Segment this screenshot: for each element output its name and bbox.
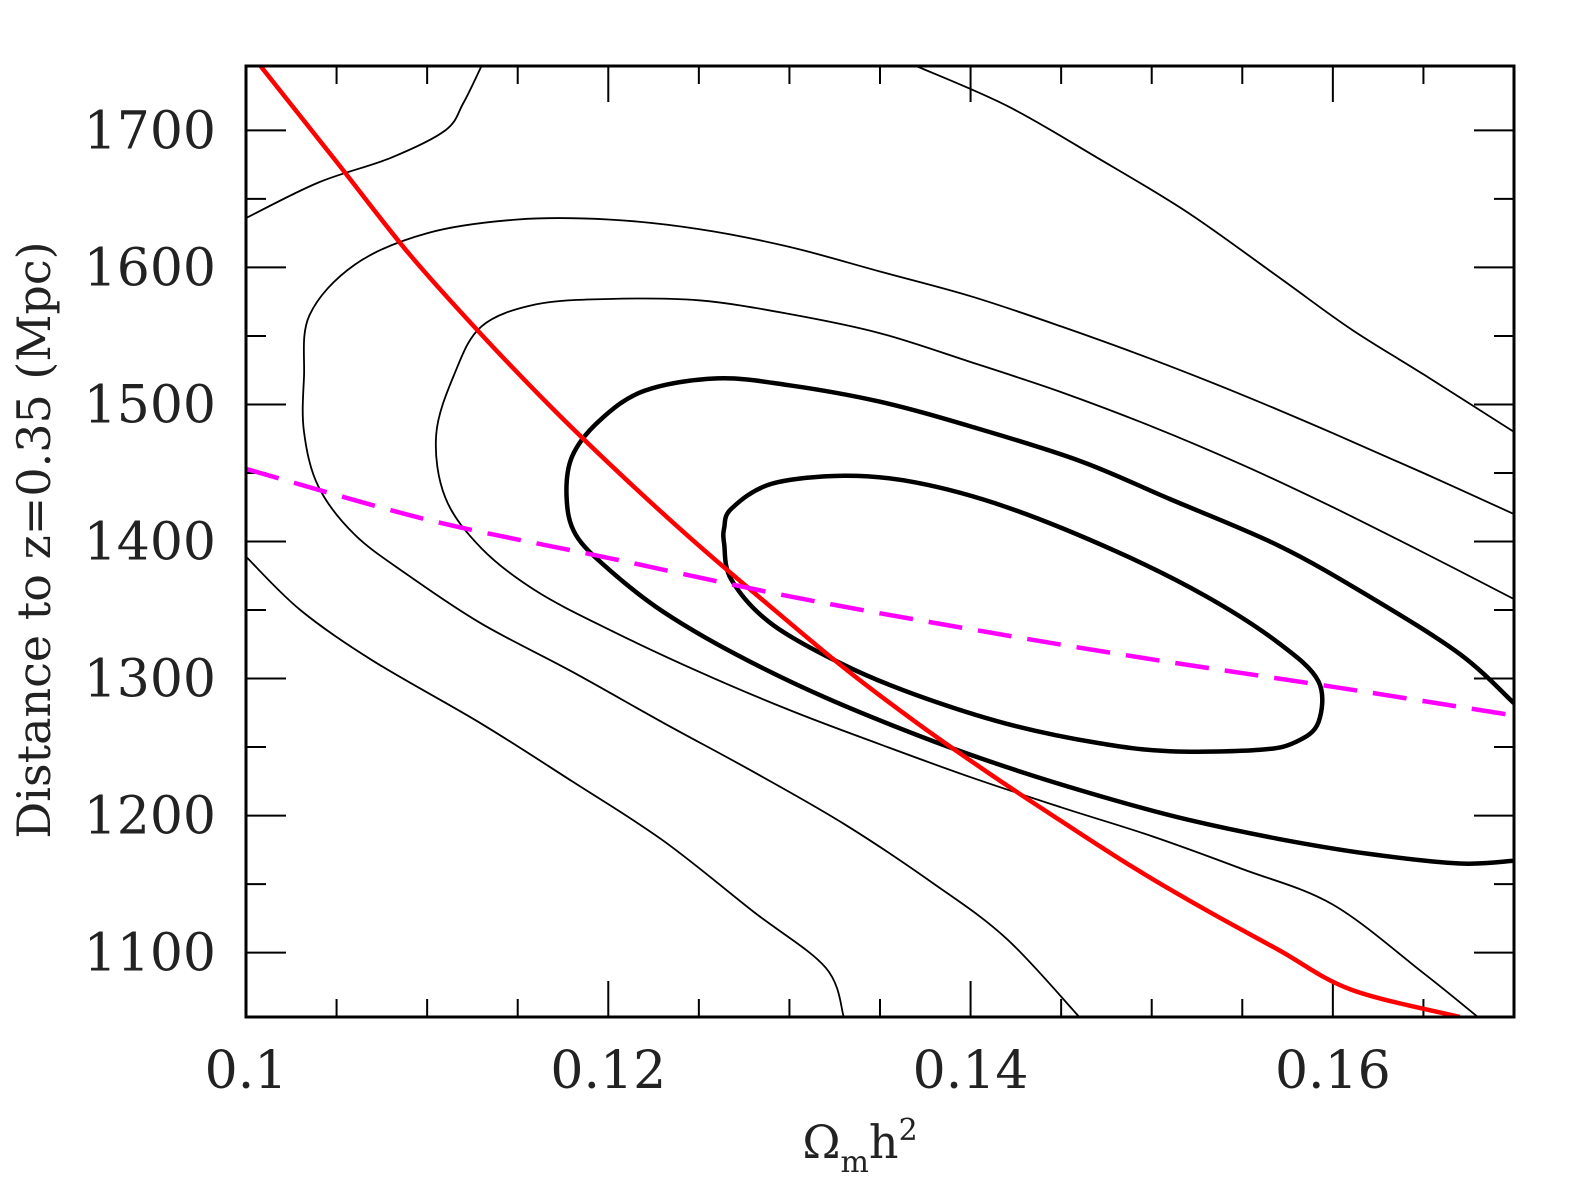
y-tick-label: 1100 <box>84 924 216 984</box>
magenta-dashed <box>246 466 1514 718</box>
x-tick-label: 0.14 <box>913 1041 1029 1101</box>
x-axis-title-sub: m <box>840 1145 868 1180</box>
axis-ticks <box>245 66 1515 1017</box>
x-axis-title-main: Ω <box>802 1115 840 1169</box>
x-axis-title-sup: 2 <box>899 1113 918 1148</box>
x-axis-title: Ωmh2 <box>802 1113 917 1180</box>
contour-outer-left <box>246 555 845 1017</box>
contour-fourth <box>301 217 1514 1017</box>
tick-labels: 0.1 0.12 0.14 0.16 1100 1200 1300 1400 1500 1600 1… <box>84 101 1391 1101</box>
x-tick-label: 0.12 <box>550 1041 666 1101</box>
x-tick-label: 0.1 <box>205 1041 288 1101</box>
y-tick-label: 1500 <box>84 375 216 435</box>
data-series <box>246 66 1514 1017</box>
contour-inner <box>721 473 1325 754</box>
y-tick-label: 1700 <box>84 101 216 161</box>
y-tick-label: 1300 <box>84 650 216 710</box>
y-tick-label: 1200 <box>84 787 216 847</box>
y-tick-label: 1600 <box>84 238 216 298</box>
y-axis-title: Distance to z=0.35 (Mpc) <box>7 241 61 838</box>
contour-outer-top-right <box>915 66 1514 433</box>
plot-frame <box>244 64 1516 1019</box>
contour-outer-top-left <box>246 66 483 219</box>
x-axis-title-tail: h <box>869 1115 899 1169</box>
x-tick-label: 0.16 <box>1275 1041 1391 1101</box>
contour-third <box>434 297 1514 1017</box>
red-curve <box>258 66 1461 1017</box>
contour-second <box>564 376 1514 866</box>
y-tick-label: 1400 <box>84 513 216 573</box>
